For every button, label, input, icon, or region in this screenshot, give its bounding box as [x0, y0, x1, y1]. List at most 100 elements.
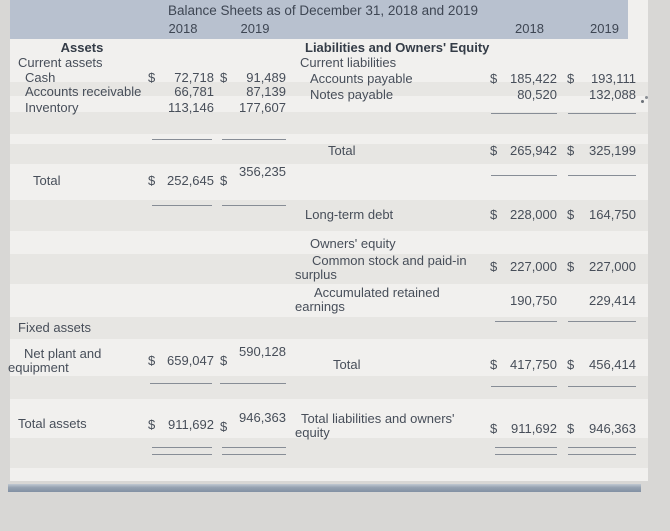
amount: 356,235	[239, 164, 286, 179]
underline	[152, 139, 212, 140]
liabilities-header: Liabilities and Owners' Equity	[305, 40, 490, 55]
amount: 177,607	[239, 100, 286, 115]
total-assets-2019-cell: $946,363	[220, 411, 286, 434]
underline	[491, 175, 557, 176]
row-stripe	[10, 112, 648, 134]
amount: 659,047	[167, 353, 214, 368]
underline	[220, 383, 286, 384]
amount: 91,489	[246, 70, 286, 85]
amount: 911,692	[167, 417, 214, 432]
amount: 227,000	[510, 259, 557, 274]
double-underline	[495, 447, 557, 448]
currency-symbol: $	[148, 353, 156, 368]
liabilities-column-header-2018: 2018	[515, 21, 544, 36]
underline	[222, 205, 286, 206]
assets-column-header-2019: 2019	[240, 21, 270, 36]
balance-sheet: Balance Sheets as of December 31, 2018 a…	[8, 0, 648, 481]
double-underline	[152, 447, 212, 448]
long-term-debt-2019-cell: $164,750	[567, 208, 636, 222]
currency-symbol: $	[490, 207, 498, 222]
currency-symbol: $	[490, 259, 498, 274]
underline	[491, 113, 557, 114]
net-plant-2018-cell: $659,047	[148, 354, 214, 368]
assets-column-header-2018: 2018	[168, 21, 198, 36]
amount: 590,128	[239, 344, 286, 359]
accounts-payable-label: Accounts payable	[310, 71, 413, 86]
current-assets-section-label: Current assets	[18, 55, 103, 70]
currency-symbol: $	[490, 357, 498, 372]
underline	[150, 383, 212, 384]
amount: 190,750	[510, 293, 557, 308]
underline	[568, 175, 636, 176]
currency-symbol: $	[490, 421, 498, 436]
net-plant-2019-cell: $590,128	[220, 345, 286, 368]
inventory-2019-cell: 177,607	[220, 101, 286, 115]
notes-payable-2018-cell: 80,520	[490, 88, 557, 102]
currency-symbol: $	[567, 421, 575, 436]
amount: 80,520	[517, 87, 557, 102]
amount: 946,363	[589, 421, 636, 436]
amount: 456,414	[589, 357, 636, 372]
accounts-receivable-label: Accounts receivable	[25, 84, 142, 99]
cash-label: Cash	[25, 70, 56, 85]
accounts-payable-2018-cell: $185,422	[490, 72, 557, 86]
amount: 229,414	[589, 293, 636, 308]
amount: 325,199	[589, 143, 636, 158]
double-underline	[152, 454, 212, 455]
bottom-divider-bar	[8, 484, 641, 492]
row-stripe	[10, 317, 648, 339]
amount: 193,111	[590, 71, 636, 86]
row-stripe	[10, 144, 648, 164]
amount: 72,718	[174, 70, 214, 85]
total-current-liabilities-2018-cell: $265,942	[490, 144, 557, 158]
amount: 228,000	[510, 207, 557, 222]
amount: 87,139	[246, 84, 286, 99]
amount: 946,363	[239, 410, 286, 425]
currency-symbol: $	[148, 173, 156, 188]
owners-equity-section-label: Owners' equity	[310, 236, 396, 251]
common-stock-label: Common stock and paid-in surplus	[295, 253, 467, 282]
amount: 66,781	[174, 84, 214, 99]
total-assets-label: Total assets	[18, 416, 87, 431]
currency-symbol: $	[490, 143, 498, 158]
total-current-assets-2018-cell: $252,645	[148, 174, 214, 188]
currency-symbol: $	[220, 419, 228, 434]
currency-symbol: $	[148, 70, 156, 85]
double-underline	[222, 454, 286, 455]
row-stripe	[10, 200, 648, 231]
cash-2018-cell: $72,718	[148, 71, 214, 85]
net-plant-label: Net plant and equipment	[8, 346, 102, 375]
amount: 227,000	[589, 259, 636, 274]
long-term-debt-2018-cell: $228,000	[490, 208, 557, 222]
total-equity-2018-cell: $417,750	[490, 358, 557, 372]
currency-symbol: $	[220, 70, 228, 85]
double-underline	[495, 454, 557, 455]
retained-earnings-label: Accumulated retained earnings	[295, 285, 440, 314]
common-stock-2018-cell: $227,000	[490, 260, 557, 274]
underline	[568, 386, 636, 387]
row-stripe	[10, 376, 648, 399]
underline	[222, 139, 286, 140]
total-liabilities-equity-2018-cell: $911,692	[490, 422, 557, 436]
amount: 185,422	[510, 71, 557, 86]
accounts-receivable-2019-cell: 87,139	[220, 85, 286, 99]
currency-symbol: $	[567, 357, 575, 372]
row-stripe	[10, 438, 648, 468]
amount: 164,750	[589, 207, 636, 222]
long-term-debt-label: Long-term debt	[305, 207, 394, 222]
underline	[152, 205, 212, 206]
liabilities-column-header-2019: 2019	[590, 21, 619, 36]
assets-header: Assets	[60, 40, 104, 55]
cash-2019-cell: $91,489	[220, 71, 286, 85]
total-equity-label: Total	[333, 357, 361, 372]
total-current-assets-label: Total	[33, 173, 61, 188]
amount: 113,146	[167, 100, 214, 115]
inventory-2018-cell: 113,146	[148, 101, 214, 115]
total-current-liabilities-label: Total	[328, 143, 356, 158]
amount: 252,645	[167, 173, 214, 188]
currency-symbol: $	[220, 173, 228, 188]
retained-earnings-2018-cell: 190,750	[490, 294, 557, 308]
cursor-artifact	[641, 100, 644, 103]
total-liabilities-equity-label: Total liabilities and owners' equity	[295, 411, 455, 440]
